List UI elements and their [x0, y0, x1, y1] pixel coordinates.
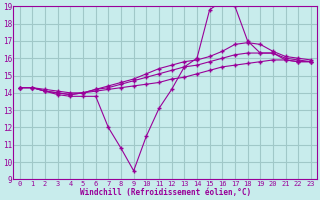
- X-axis label: Windchill (Refroidissement éolien,°C): Windchill (Refroidissement éolien,°C): [80, 188, 251, 197]
